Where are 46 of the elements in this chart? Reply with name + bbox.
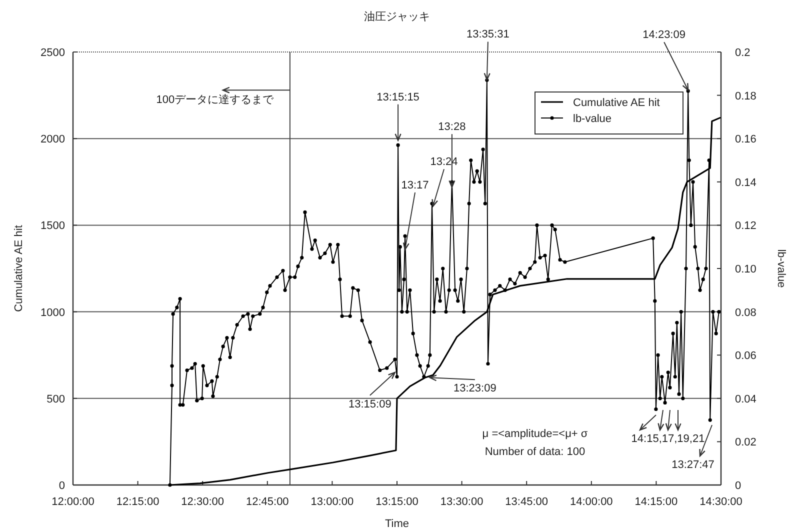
x-tick-label: 13:15:00 xyxy=(376,496,418,508)
legend-label: lb-value xyxy=(573,113,612,125)
annotation: 100データに達するまで xyxy=(156,93,275,106)
y-tick-label: 2500 xyxy=(40,47,65,59)
annotation: 13:35:31 xyxy=(466,28,510,41)
x-tick-label: 12:45:00 xyxy=(246,496,289,508)
annotation: 14:15,17,19,21 xyxy=(631,433,705,445)
annotation: 13:15:09 xyxy=(348,398,392,410)
y2-tick-label: 0.14 xyxy=(735,176,756,189)
x-axis-title: Time xyxy=(384,518,410,530)
annotation: Number of data: 100 xyxy=(484,446,586,458)
annotation: 13:17 xyxy=(401,179,429,192)
y-tick-label: 1000 xyxy=(40,306,65,319)
annotation: 13:15:15 xyxy=(376,91,420,104)
y2-tick-label: 0.2 xyxy=(735,47,750,59)
y2-tick-label: 0.10 xyxy=(735,264,756,276)
y2-tick-label: 0.02 xyxy=(735,436,756,449)
x-tick-label: 13:45:00 xyxy=(505,496,548,508)
annotation: μ =<amplitude=<μ+ σ xyxy=(482,428,588,440)
annotation: 13:28 xyxy=(438,121,466,134)
y-tick-label: 0 xyxy=(58,480,65,492)
y-tick-label: 1500 xyxy=(40,220,65,232)
y2-tick-label: 0.04 xyxy=(735,393,756,406)
x-tick-label: 14:30:00 xyxy=(700,496,742,508)
y2-tick-label: 0.18 xyxy=(735,90,756,102)
x-tick-label: 14:15:00 xyxy=(634,496,678,508)
annotation: 14:23:09 xyxy=(642,29,686,42)
annotation: 13:27:47 xyxy=(672,459,714,471)
y2-tick-label: 0.12 xyxy=(735,220,756,232)
x-tick-label: 13:30:00 xyxy=(440,496,484,508)
y2-tick-label: 0.16 xyxy=(735,134,756,146)
y-tick-label: 2000 xyxy=(40,134,65,146)
y2-axis-title: lb-value xyxy=(775,249,787,288)
chart-title: 油圧ジャッキ xyxy=(364,10,430,23)
y2-tick-label: 0.06 xyxy=(735,350,756,362)
y2-tick-label: 0.08 xyxy=(735,306,756,319)
y-axis-title: Cumulative AE hit xyxy=(13,225,25,312)
x-tick-label: 12:15:00 xyxy=(116,496,160,508)
annotation: 13:23:09 xyxy=(454,382,496,395)
y-tick-label: 500 xyxy=(46,393,65,406)
y2-tick-label: 0 xyxy=(735,480,742,492)
x-tick-label: 12:30:00 xyxy=(181,496,224,508)
x-tick-label: 13:00:00 xyxy=(310,496,354,508)
x-tick-label: 14:00:00 xyxy=(570,496,613,508)
legend-label: Cumulative AE hit xyxy=(573,97,660,109)
x-tick-label: 12:00:00 xyxy=(52,496,94,508)
